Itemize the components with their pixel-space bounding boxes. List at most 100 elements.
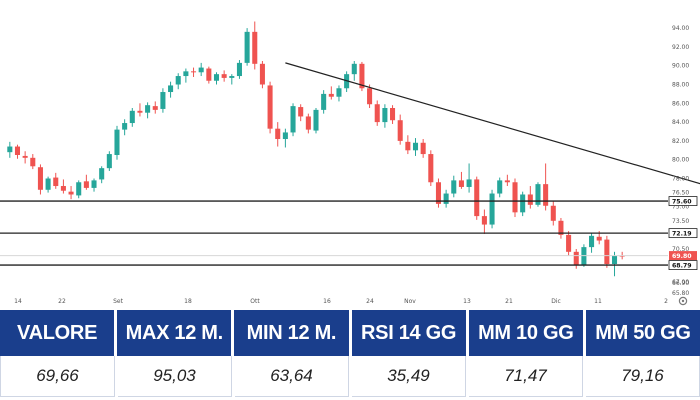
- candle-body: [191, 71, 197, 73]
- candle: [68, 186, 74, 200]
- candle: [397, 114, 403, 145]
- candle-body: [305, 116, 311, 130]
- candle: [221, 70, 227, 82]
- candle-body: [229, 76, 235, 78]
- candle: [435, 178, 441, 208]
- stat-header-valore: VALORE: [0, 310, 115, 356]
- candle: [267, 81, 273, 134]
- candle: [198, 62, 204, 77]
- stats-value-row: 69,66 95,03 63,64 35,49 71,47 79,16: [0, 356, 700, 397]
- stat-value-mm-10gg: 71,47: [469, 356, 583, 397]
- settings-icon[interactable]: [678, 296, 688, 306]
- candle: [137, 103, 143, 117]
- candle: [129, 108, 135, 127]
- x-tick-label: 14: [14, 298, 22, 305]
- candle: [298, 104, 304, 122]
- price-label-background: [669, 251, 697, 261]
- candle-body: [53, 177, 59, 187]
- price-label-background: [668, 260, 698, 270]
- stat-header-rsi-14gg: RSI 14 GG: [351, 310, 466, 356]
- candle-body: [7, 146, 13, 153]
- candle-body: [91, 180, 97, 188]
- candle-body: [137, 110, 143, 113]
- candle-body: [497, 180, 503, 194]
- candle-body: [336, 88, 342, 97]
- y-tick-label: 82.00: [672, 138, 689, 145]
- candle: [382, 104, 388, 128]
- candle-body: [145, 105, 151, 113]
- candle-body: [390, 108, 396, 121]
- price-label-box: 69.80: [669, 251, 697, 261]
- candle-body: [106, 154, 112, 169]
- candle-body: [535, 184, 541, 205]
- candle: [313, 108, 319, 134]
- candle: [412, 138, 419, 156]
- candle: [443, 189, 449, 208]
- price-label: 68.79: [672, 262, 692, 269]
- y-tick-label: 67.00: [672, 279, 689, 286]
- candle-body: [160, 92, 166, 109]
- candle: [191, 67, 197, 77]
- x-tick-label: 13: [463, 298, 471, 305]
- candle: [183, 68, 189, 83]
- price-label-background: [668, 196, 698, 206]
- y-tick-label: 70.50: [672, 246, 689, 253]
- candle: [206, 66, 212, 84]
- candle: [252, 21, 258, 70]
- stats-header-row: VALORE MAX 12 M. MIN 12 M. RSI 14 GG MM …: [0, 310, 700, 356]
- candle: [566, 231, 572, 256]
- candle-body: [466, 179, 472, 187]
- candle-body: [282, 132, 288, 140]
- candle-body: [99, 168, 105, 180]
- candle: [168, 81, 174, 98]
- candle-body: [183, 71, 189, 77]
- candle: [512, 178, 518, 218]
- candle-body: [382, 108, 388, 123]
- candle: [229, 74, 235, 85]
- candle: [236, 60, 242, 79]
- candle: [83, 174, 89, 190]
- candle-body: [198, 67, 204, 73]
- x-tick-label: 11: [594, 298, 602, 305]
- candle: [520, 191, 526, 217]
- candle: [259, 61, 265, 89]
- y-tick-label: 65.80: [672, 290, 689, 297]
- stat-value-max-12m: 95,03: [118, 356, 232, 397]
- candle-body: [573, 251, 579, 265]
- candle: [374, 100, 380, 126]
- candle-body: [236, 62, 242, 77]
- candle-body: [527, 194, 533, 205]
- candle-body: [213, 74, 220, 81]
- candle: [45, 176, 51, 193]
- candle-body: [37, 167, 43, 190]
- candle: [451, 175, 457, 198]
- candle: [99, 166, 105, 184]
- candle: [428, 150, 434, 187]
- candle: [213, 72, 220, 85]
- stat-header-min-12m: MIN 12 M.: [234, 310, 349, 356]
- x-tick-label: Set: [113, 298, 124, 305]
- candle: [604, 235, 610, 268]
- candle: [589, 233, 595, 253]
- x-tick-label: Ott: [250, 298, 260, 305]
- price-label: 75.60: [672, 198, 692, 205]
- candle-body: [22, 155, 28, 158]
- candle-body: [550, 205, 556, 221]
- candle: [336, 85, 342, 102]
- candle: [474, 176, 480, 220]
- candle-body: [504, 180, 510, 183]
- x-tick-label: 2: [664, 298, 668, 305]
- candle-body: [152, 106, 158, 110]
- candle: [543, 163, 549, 211]
- candle-body: [221, 74, 227, 78]
- candle: [282, 128, 288, 148]
- candle: [175, 73, 181, 90]
- candle: [275, 122, 281, 147]
- candle-body: [122, 123, 128, 130]
- stat-value-mm-50gg: 79,16: [586, 356, 700, 397]
- candle: [7, 141, 13, 158]
- x-axis: 14 22 Set 18 Ott 16 24 Nov 13 21 Dic 11 2: [14, 298, 668, 305]
- candle: [37, 164, 43, 195]
- candle-body: [328, 93, 334, 97]
- candle-body: [474, 179, 480, 217]
